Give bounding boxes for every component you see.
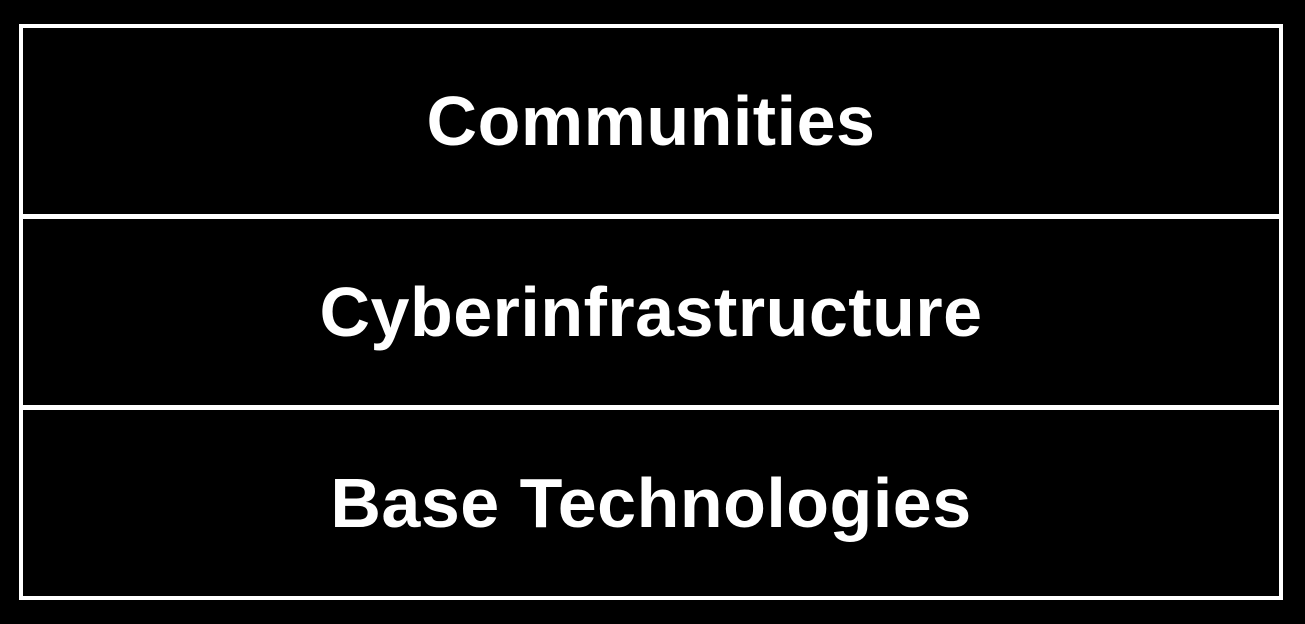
layer-label: Base Technologies <box>330 464 972 542</box>
layer-communities: Communities <box>23 28 1279 214</box>
layer-label: Communities <box>426 82 876 160</box>
layer-cyberinfrastructure: Cyberinfrastructure <box>23 214 1279 405</box>
layer-label: Cyberinfrastructure <box>319 273 983 351</box>
layer-base-technologies: Base Technologies <box>23 405 1279 596</box>
layer-stack-diagram: Communities Cyberinfrastructure Base Tec… <box>19 24 1283 600</box>
